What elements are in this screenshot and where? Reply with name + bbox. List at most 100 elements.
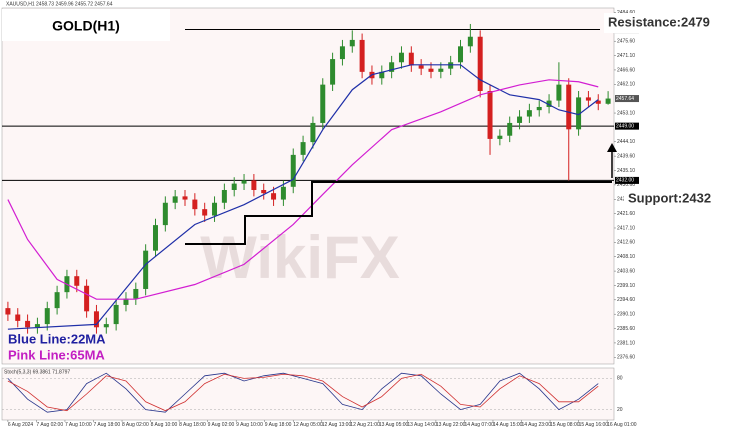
x-tick-label: 14 Aug 15:00 [493, 422, 523, 427]
candle-body [221, 189, 227, 203]
y-tick-label: 2453.10 [617, 110, 635, 116]
ma-line [7, 64, 599, 330]
candle-body [251, 180, 257, 190]
x-tick-label: 9 Aug 02:00 [208, 422, 235, 427]
x-tick-label: 13 Aug 14:00 [407, 422, 437, 427]
y-tick-label: 2412.60 [617, 240, 635, 246]
legend-22ma: Blue Line:22MA [8, 331, 106, 346]
candle-body [54, 292, 60, 309]
resistance-label: Resistance:2479 [608, 14, 710, 29]
candle-body [5, 308, 11, 315]
price-tag-label: 2457.64 [616, 96, 634, 102]
candle-body [320, 84, 326, 123]
candle-body [379, 71, 385, 79]
candle-body [290, 154, 296, 187]
price-tag [615, 176, 639, 184]
step-line [185, 181, 612, 245]
candle-body [585, 97, 591, 101]
x-tick-label: 16 Aug 01:00 [607, 422, 637, 427]
candle-body [172, 196, 178, 203]
x-tick-label: 6 Aug 2024 [8, 422, 34, 427]
label-box [604, 13, 722, 33]
y-tick-label: 2421.60 [617, 211, 635, 217]
y-tick-label: 2435.10 [617, 168, 635, 174]
y-tick-label: 2471.10 [617, 53, 635, 59]
watermark: WikiFX [200, 224, 399, 291]
price-tag-label: 2432.00 [616, 178, 634, 184]
stoch-line [7, 372, 599, 413]
candle-body [330, 59, 336, 85]
candle-body [15, 314, 21, 321]
stoch-panel [1, 367, 615, 421]
x-tick-label: 15 Aug 16:00 [579, 422, 609, 427]
x-tick-label: 12 Aug 13:00 [322, 422, 352, 427]
candle-body [339, 46, 345, 60]
y-tick-label: 2462.10 [617, 82, 635, 88]
y-tick-label: 2390.10 [617, 312, 635, 318]
y-tick-label: 2385.60 [617, 326, 635, 332]
candle-body [428, 68, 434, 72]
y-tick-label: 2403.60 [617, 268, 635, 274]
y-tick-label: 2408.10 [617, 254, 635, 260]
candle-body [162, 202, 168, 226]
y-tick-label: 2466.60 [617, 67, 635, 73]
candle-body [123, 298, 129, 305]
candle-body [497, 135, 503, 139]
candle-body [44, 308, 50, 325]
candle-body [546, 100, 552, 107]
price-tag-label: 2449.00 [616, 123, 634, 129]
main-panel [1, 7, 615, 365]
stoch-line [7, 373, 599, 412]
candle-body [103, 324, 109, 328]
x-tick-label: 9 Aug 10:00 [236, 422, 263, 427]
x-tick-label: 12 Aug 05:00 [293, 422, 323, 427]
candle-body [536, 106, 542, 111]
stoch-title: Stoch(5,3,3) 69.3861 71.8797 [4, 369, 70, 375]
y-tick-label: 2376.60 [617, 355, 635, 361]
candle-body [389, 62, 395, 72]
candle-body [113, 304, 119, 325]
candle-body [152, 225, 158, 251]
candle-body [143, 250, 149, 289]
candle-body [408, 52, 414, 66]
candle-body [212, 202, 218, 216]
candle-body [556, 84, 562, 101]
candle-body [34, 324, 40, 328]
candle-body [300, 142, 306, 155]
y-tick-label: 2399.10 [617, 283, 635, 289]
candle-body [133, 288, 139, 299]
candle-body [310, 122, 316, 143]
candle-body [349, 39, 355, 47]
candle-body [74, 276, 80, 286]
x-tick-label: 12 Aug 21:00 [350, 422, 380, 427]
y-tick-label: 2417.10 [617, 225, 635, 231]
candle-body [566, 84, 572, 130]
candle-body [192, 199, 198, 210]
ma-line [7, 79, 599, 300]
x-tick-label: 14 Aug 07:00 [464, 422, 494, 427]
x-tick-label: 15 Aug 08:00 [550, 422, 580, 427]
arrow-head [607, 143, 617, 152]
stoch-tick-label: 20 [617, 407, 623, 413]
x-tick-label: 8 Aug 10:00 [151, 422, 178, 427]
candle-body [84, 285, 90, 312]
candle-body [398, 52, 404, 63]
x-tick-label: 7 Aug 02:00 [36, 422, 63, 427]
candle-body [576, 97, 582, 130]
price-tag [615, 95, 639, 103]
candle-body [507, 122, 513, 136]
legend-65ma: Pink Line:65MA [8, 347, 105, 362]
header: XAUUSD,H1 2458.73 2459.96 2455.72 2457.6… [6, 1, 113, 7]
x-tick-label: 13 Aug 22:00 [436, 422, 466, 427]
candle-body [261, 189, 267, 194]
stoch-tick-label: 80 [617, 376, 623, 382]
x-tick-label: 7 Aug 18:00 [94, 422, 121, 427]
price-tag [615, 122, 639, 130]
candle-body [280, 186, 286, 200]
y-tick-label: 2439.60 [617, 153, 635, 159]
candle-body [202, 209, 208, 216]
y-tick-label: 2484.60 [617, 10, 635, 16]
candle-body [182, 196, 188, 200]
y-tick-label: 2430.60 [617, 182, 635, 188]
